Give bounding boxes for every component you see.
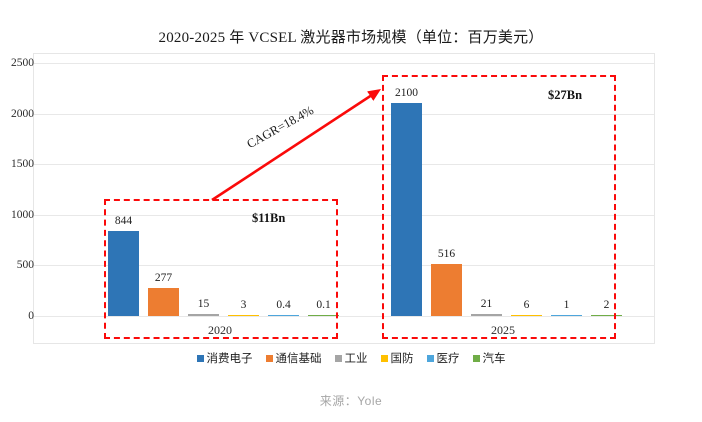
chart-legend: 消费电子 通信基础 工业 国防 医疗 汽车 <box>0 350 702 366</box>
bar <box>431 263 462 316</box>
bar-value-label: 516 <box>437 247 456 260</box>
bar-value-label: 0.1 <box>316 298 331 311</box>
total-label-2025: $27Bn <box>548 88 583 102</box>
bar-value-label: 21 <box>480 297 493 310</box>
y-tick-label: 2000 <box>11 107 34 120</box>
source-label: 来源：Yole <box>319 394 383 408</box>
legend-swatch-icon <box>196 354 204 362</box>
bar <box>471 313 502 316</box>
y-tick-label: 1500 <box>11 158 34 171</box>
legend-label: 工业 <box>344 353 368 365</box>
y-tick-label: 500 <box>16 259 34 272</box>
bar <box>148 287 179 316</box>
x-axis-label: 2020 <box>208 323 232 337</box>
legend-label: 消费电子 <box>206 353 253 365</box>
legend-item[interactable]: 医疗 <box>426 350 460 366</box>
y-tick-label: 0 <box>28 310 34 322</box>
bar <box>188 314 219 316</box>
bar-value-label: 3 <box>240 298 247 311</box>
x-axis-label: 2025 <box>491 323 515 337</box>
bar-value-label: 2 <box>603 298 610 311</box>
bar-value-label: 277 <box>154 271 173 284</box>
gridline <box>34 265 654 267</box>
bar <box>108 230 139 316</box>
bar <box>551 314 582 316</box>
legend-item[interactable]: 汽车 <box>472 350 506 366</box>
legend-item[interactable]: 消费电子 <box>196 350 253 366</box>
bar <box>268 314 299 316</box>
bar <box>308 314 339 316</box>
bar <box>591 314 622 316</box>
bar-value-label: 844 <box>114 214 133 227</box>
bar <box>228 314 259 316</box>
gridline <box>34 214 654 216</box>
gridline <box>34 316 654 317</box>
gridline <box>34 113 654 115</box>
legend-item[interactable]: 国防 <box>380 350 414 366</box>
legend-label: 医疗 <box>436 353 460 365</box>
gridline <box>34 63 654 64</box>
legend-swatch-icon <box>472 354 480 362</box>
legend-item[interactable]: 通信基础 <box>265 350 322 366</box>
bar-value-label: 6 <box>523 298 530 311</box>
bar <box>511 314 542 316</box>
bar-value-label: 2100 <box>395 87 418 100</box>
legend-item[interactable]: 工业 <box>334 350 368 366</box>
bar-value-label: 15 <box>197 298 210 311</box>
total-label-2020: $11Bn <box>252 211 286 225</box>
legend-label: 汽车 <box>482 353 506 365</box>
legend-label: 通信基础 <box>275 353 322 365</box>
legend-swatch-icon <box>380 354 388 362</box>
legend-swatch-icon <box>265 354 273 362</box>
legend-label: 国防 <box>390 353 414 365</box>
legend-swatch-icon <box>334 354 342 362</box>
y-tick-label: 2500 <box>11 57 34 69</box>
bar <box>391 103 422 316</box>
bar-value-label: 0.4 <box>276 298 291 311</box>
bar-value-label: 1 <box>563 298 570 311</box>
legend-swatch-icon <box>426 354 434 362</box>
y-tick-label: 1000 <box>11 208 34 221</box>
gridline <box>34 164 654 166</box>
chart-title: 2020-2025 年 VCSEL 激光器市场规模（单位：百万美元） <box>158 30 544 46</box>
y-axis-ticks: 0 500 1000 1500 2000 2500 <box>0 54 34 343</box>
